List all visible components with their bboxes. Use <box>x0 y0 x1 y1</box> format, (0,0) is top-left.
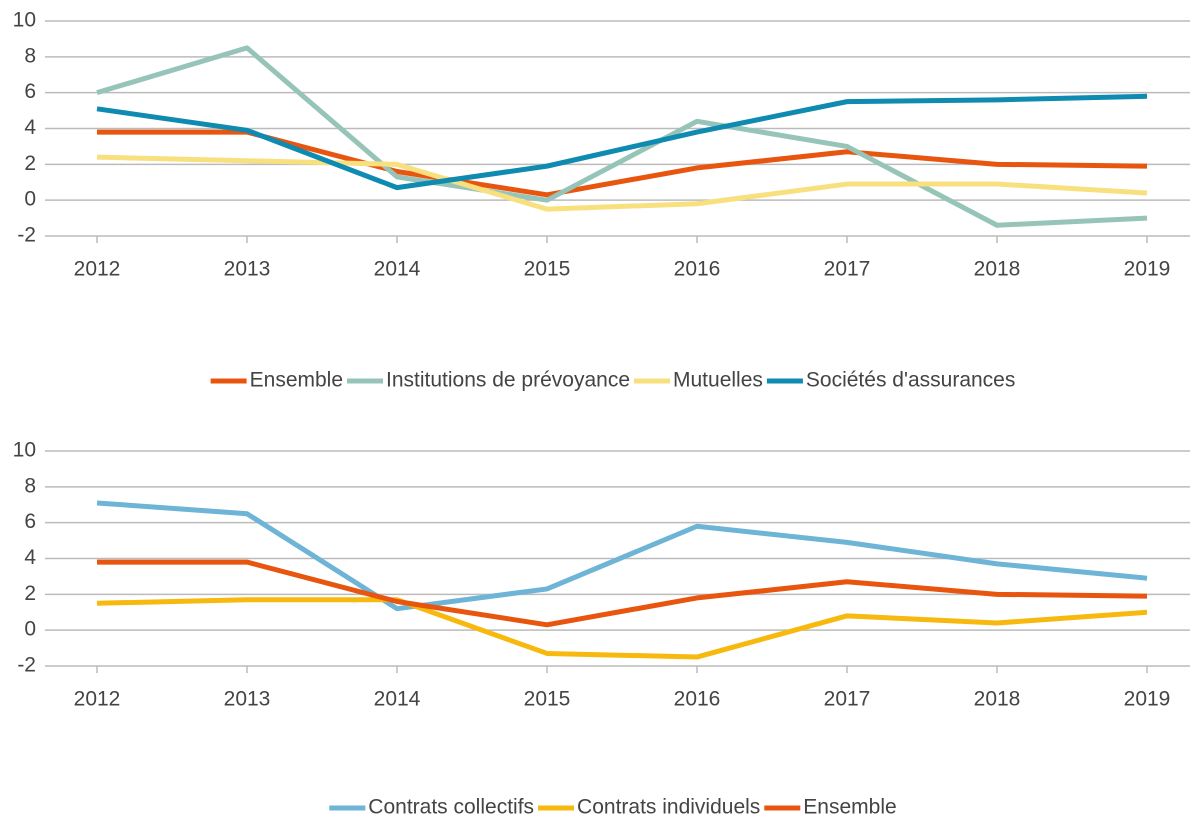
x-tick-label: 2019 <box>1124 688 1171 711</box>
y-tick-label: 0 <box>24 188 36 211</box>
y-tick-label: 6 <box>24 80 36 103</box>
x-tick-label: 2016 <box>674 688 721 711</box>
series-line <box>96 45 1148 228</box>
y-tick-label: 8 <box>24 474 36 497</box>
x-tick-label: 2013 <box>224 688 271 711</box>
y-tick-label: 8 <box>24 44 36 67</box>
legend-label: Ensemble <box>250 369 343 392</box>
y-tick-label: 0 <box>24 618 36 641</box>
x-tick-label: 2017 <box>824 258 871 281</box>
x-tick-label: 2016 <box>674 258 721 281</box>
x-tick-label: 2013 <box>224 258 271 281</box>
series-line <box>96 597 1148 660</box>
series-line <box>96 154 1148 212</box>
legend-label: Contrats collectifs <box>368 796 534 819</box>
y-tick-label: -2 <box>17 224 36 247</box>
x-tick-label: 2018 <box>974 258 1021 281</box>
y-tick-label: 10 <box>13 9 36 32</box>
y-tick-label: 4 <box>24 116 36 139</box>
x-tick-label: 2019 <box>1124 258 1171 281</box>
x-tick-label: 2014 <box>374 258 421 281</box>
legend-label: Contrats individuels <box>577 796 760 819</box>
x-tick-label: 2017 <box>824 688 871 711</box>
y-tick-label: 6 <box>24 510 36 533</box>
y-tick-label: 4 <box>24 546 36 569</box>
y-tick-label: 10 <box>13 439 36 462</box>
legend-label: Institutions de prévoyance <box>386 369 630 392</box>
series-line <box>97 559 1148 628</box>
y-tick-label: -2 <box>17 654 36 677</box>
x-tick-label: 2014 <box>374 688 421 711</box>
x-tick-label: 2015 <box>524 258 571 281</box>
legend-label: Sociétés d'assurances <box>806 369 1015 392</box>
legend-label: Mutuelles <box>673 369 763 392</box>
legend-label: Ensemble <box>803 796 896 819</box>
series-line <box>96 500 1148 612</box>
y-tick-label: 2 <box>24 582 36 605</box>
x-tick-label: 2012 <box>74 688 121 711</box>
x-tick-label: 2012 <box>74 258 121 281</box>
x-tick-label: 2015 <box>524 688 571 711</box>
legend: Contrats collectifs Contrats individuels E… <box>329 796 897 819</box>
legend: Ensemble Institutions de prévoyance Mutuel… <box>210 369 1015 392</box>
series-line <box>96 93 1148 191</box>
y-tick-label: 2 <box>24 152 36 175</box>
x-tick-label: 2018 <box>974 688 1021 711</box>
